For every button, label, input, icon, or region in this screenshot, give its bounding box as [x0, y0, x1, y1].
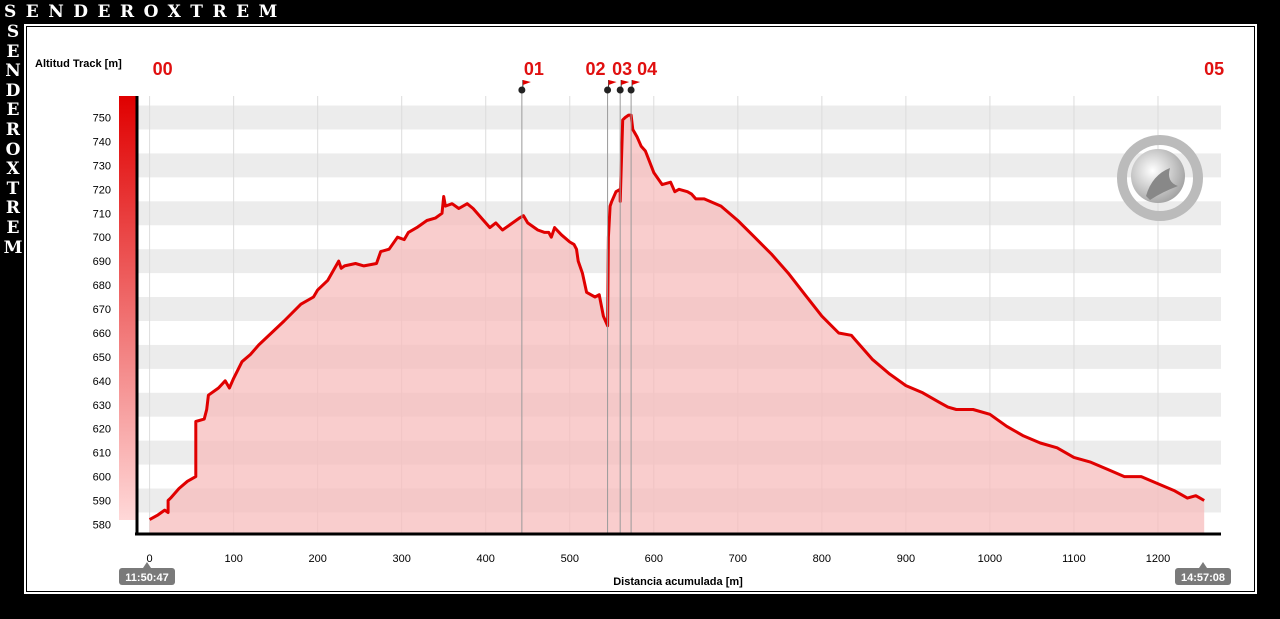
- y-tick-label: 740: [93, 136, 111, 148]
- brand-side-letter: R: [5, 119, 21, 140]
- brand-side-letter: M: [3, 237, 23, 258]
- y-tick-label: 590: [93, 495, 111, 507]
- flag-icon: [608, 80, 617, 85]
- end-time-badge: 14:57:08: [1175, 562, 1231, 585]
- waypoint-label-04: 04: [637, 59, 657, 79]
- brand-side-letter: E: [6, 100, 20, 121]
- start-time-badge: 11:50:47: [119, 562, 175, 585]
- y-tick-label: 720: [93, 184, 111, 196]
- y-tick-label: 620: [93, 424, 111, 436]
- y-tick-label: 730: [93, 160, 111, 172]
- profile-area: [148, 113, 1205, 534]
- start-time-label: 11:50:47: [125, 572, 168, 584]
- y-tick-label: 680: [93, 280, 111, 292]
- waypoint-markers: 00 01 02 03 04 05: [153, 59, 1224, 94]
- y-tick-label: 690: [93, 256, 111, 268]
- y-tick-label: 610: [93, 448, 111, 460]
- x-tick-label: 700: [729, 553, 747, 565]
- x-axis-label: Distancia acumulada [m]: [613, 576, 743, 588]
- senderoxtrem-logo: [1117, 135, 1203, 221]
- waypoint-dot: [616, 86, 624, 94]
- flag-icon: [632, 80, 641, 85]
- grid-band: [137, 105, 1221, 130]
- y-tick-label: 650: [93, 352, 111, 364]
- waypoint-dot: [604, 86, 612, 94]
- waypoint-dot: [518, 86, 526, 94]
- x-tick-label: 1200: [1146, 553, 1170, 565]
- brand-side-letter: E: [6, 41, 20, 62]
- axes: [135, 96, 1221, 536]
- x-tick-label: 1100: [1062, 553, 1086, 565]
- waypoint-dot: [627, 86, 635, 94]
- y-tick-label: 640: [93, 376, 111, 388]
- end-time-label: 14:57:08: [1181, 572, 1225, 584]
- y-tick-label: 600: [93, 472, 111, 484]
- x-tick-label: 100: [224, 553, 242, 565]
- brand-side-letter: X: [6, 159, 20, 180]
- x-tick-label: 600: [645, 553, 663, 565]
- flag-icon: [522, 80, 531, 85]
- waypoint-label-01: 01: [524, 59, 544, 79]
- x-tick-label: 1000: [978, 553, 1002, 565]
- x-tick-label: 500: [561, 553, 579, 565]
- x-tick-label: 900: [897, 553, 915, 565]
- x-tick-label: 400: [477, 553, 495, 565]
- profile-fill: [149, 115, 1205, 534]
- waypoint-label-05: 05: [1204, 59, 1224, 79]
- x-tick-label: 300: [393, 553, 411, 565]
- y-tick-label: 580: [93, 519, 111, 531]
- y-tick-label: 750: [93, 113, 111, 125]
- x-tick-label: 200: [308, 553, 326, 565]
- y-tick-label: 670: [93, 304, 111, 316]
- y-axis-label: Altitud Track [m]: [35, 58, 122, 70]
- brand-side-letter: N: [5, 61, 21, 82]
- brand-top-wordmark: SENDEROXTREM: [4, 2, 287, 22]
- y-tick-label: 710: [93, 208, 111, 220]
- x-tick-labels: 0 100 200 300 400 500 600 700 800 900 1000 1100 1200: [147, 553, 1171, 565]
- waypoint-label-02: 02: [586, 59, 606, 79]
- brand-side-letter: O: [5, 139, 21, 160]
- altitude-gradient-bar: [119, 96, 137, 520]
- y-tick-labels: 580 590 600 610 620 630 640 650 660 670 680 690 700 7…: [93, 113, 111, 532]
- brand-side-letter: R: [5, 198, 21, 219]
- x-tick-label: 800: [813, 553, 831, 565]
- brand-side-letter: S: [6, 22, 20, 42]
- grid-band: [137, 153, 1221, 178]
- brand-side-letter: E: [6, 217, 20, 238]
- y-tick-label: 700: [93, 232, 111, 244]
- waypoint-lines: [521, 90, 632, 534]
- flag-icon: [621, 80, 630, 85]
- y-tick-label: 660: [93, 328, 111, 340]
- brand-side-letter: T: [6, 178, 20, 199]
- waypoint-label-03: 03: [612, 59, 632, 79]
- brand-side-letter: D: [5, 80, 21, 101]
- y-tick-label: 630: [93, 400, 111, 412]
- x-tick-label: 0: [147, 553, 153, 565]
- waypoint-label-00: 00: [153, 59, 173, 79]
- profile-line: [148, 113, 1205, 521]
